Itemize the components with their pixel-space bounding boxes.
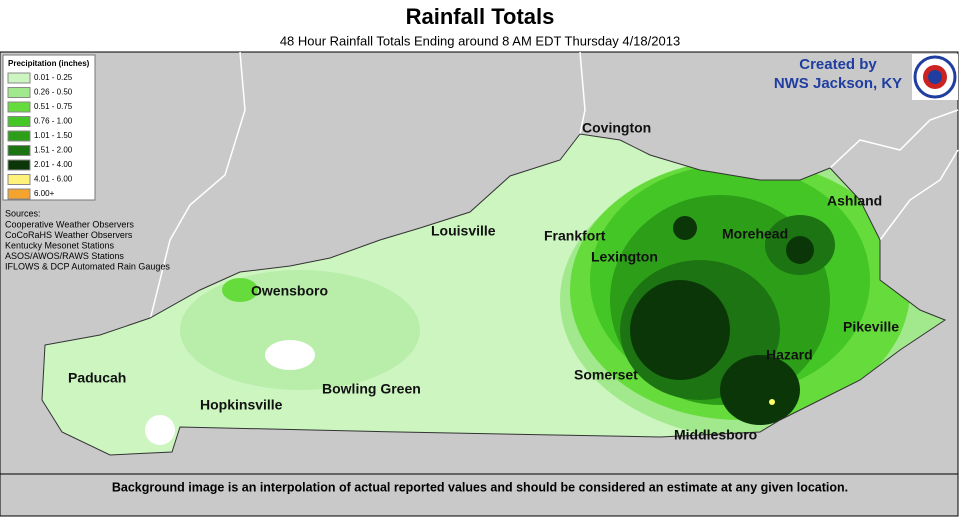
legend-label: 0.51 - 0.75 xyxy=(34,102,73,111)
city-label: Hazard xyxy=(766,347,813,363)
legend-swatch xyxy=(7,145,31,156)
legend-swatch xyxy=(7,116,31,127)
footer-band xyxy=(0,473,959,517)
legend-label: 0.76 - 1.00 xyxy=(34,117,73,126)
credit: NWS Jackson, KY xyxy=(774,75,902,92)
source-line: Kentucky Mesonet Stations xyxy=(5,240,115,250)
sources-title: Sources: xyxy=(5,208,41,218)
city-label: Paducah xyxy=(68,370,126,386)
legend-label: 6.00+ xyxy=(34,189,55,198)
legend-swatch xyxy=(7,159,31,171)
credit: Created by xyxy=(799,56,877,73)
legend-swatch xyxy=(7,188,31,200)
city-label: Louisville xyxy=(431,223,496,239)
legend-label: 4.01 - 6.00 xyxy=(34,175,73,184)
legend-label: 2.01 - 4.00 xyxy=(34,160,73,169)
state-borders xyxy=(149,51,959,321)
city-label: Bowling Green xyxy=(322,381,421,397)
legend-title: Precipitation (inches) xyxy=(8,59,90,68)
legend-swatch xyxy=(7,101,31,113)
source-line: CoCoRaHS Weather Observers xyxy=(5,230,133,240)
city-label: Pikeville xyxy=(843,319,899,335)
legend-swatch xyxy=(7,130,31,142)
legend-label: 0.01 - 0.25 xyxy=(34,73,73,82)
footnote: Background image is an interpolation of … xyxy=(112,480,848,494)
city-label: Hopkinsville xyxy=(200,397,283,413)
nws-logo xyxy=(912,54,958,100)
legend-swatch xyxy=(7,87,31,98)
city-label: Middlesboro xyxy=(674,427,757,443)
title: Rainfall Totals xyxy=(406,4,555,29)
legend-label: 1.51 - 2.00 xyxy=(34,146,73,155)
legend-swatch xyxy=(7,72,31,84)
city-label: Owensboro xyxy=(251,283,328,299)
legend-label: 0.26 - 0.50 xyxy=(34,88,73,97)
source-line: Cooperative Weather Observers xyxy=(5,219,134,229)
city-label: Lexington xyxy=(591,249,658,265)
subtitle: 48 Hour Rainfall Totals Ending around 8 … xyxy=(280,33,680,48)
city-label: Morehead xyxy=(722,226,788,242)
city-label: Somerset xyxy=(574,367,638,383)
city-dot xyxy=(769,399,775,405)
city-label: Frankfort xyxy=(544,228,606,244)
source-line: IFLOWS & DCP Automated Rain Gauges xyxy=(5,261,170,271)
city-label: Ashland xyxy=(827,193,882,209)
city-label: Covington xyxy=(582,120,651,136)
source-line: ASOS/AWOS/RAWS Stations xyxy=(5,251,124,261)
legend-swatch xyxy=(7,174,31,185)
legend-label: 1.01 - 1.50 xyxy=(34,131,73,140)
